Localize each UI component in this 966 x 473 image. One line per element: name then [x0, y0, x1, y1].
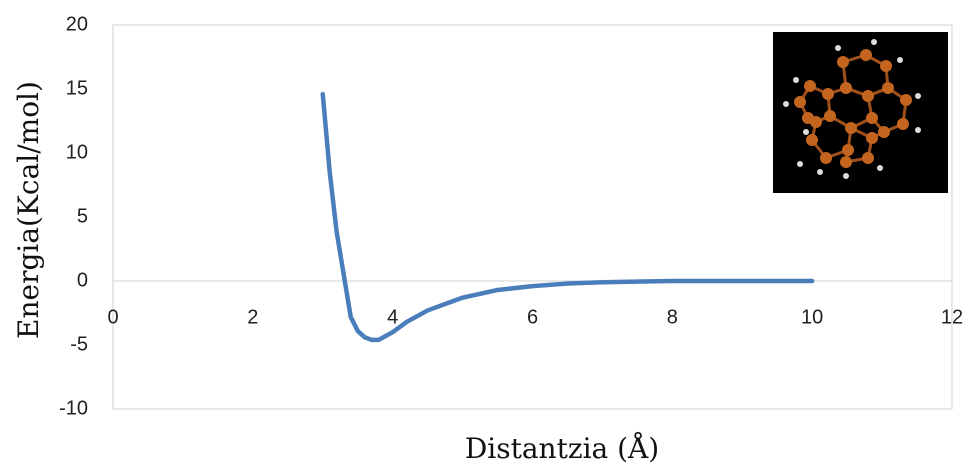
y-tick-label: -5	[70, 333, 88, 355]
y-tick-label: 15	[66, 77, 88, 99]
chart: Distantzia (Å) Energia(Kcal/mol) -10 -5 0 5…	[0, 0, 966, 473]
x-tick-label: 2	[247, 306, 258, 328]
molecule-inset	[773, 32, 948, 193]
x-tick-label: 0	[107, 306, 118, 328]
y-axis-title: Energia(Kcal/mol)	[12, 81, 45, 339]
y-tick-label: 0	[77, 269, 88, 291]
x-tick-label: 6	[527, 306, 538, 328]
x-tick-label: 10	[801, 306, 823, 328]
x-tick-label: 8	[667, 306, 678, 328]
y-tick-label: -10	[59, 397, 88, 419]
x-axis-title: Distantzia (Å)	[465, 432, 659, 465]
y-tick-label: 5	[77, 205, 88, 227]
x-tick-label: 4	[387, 306, 398, 328]
y-tick-label: 20	[66, 13, 88, 35]
x-tick-label: 12	[941, 306, 963, 328]
y-tick-label: 10	[66, 141, 88, 163]
data-line	[323, 94, 812, 340]
